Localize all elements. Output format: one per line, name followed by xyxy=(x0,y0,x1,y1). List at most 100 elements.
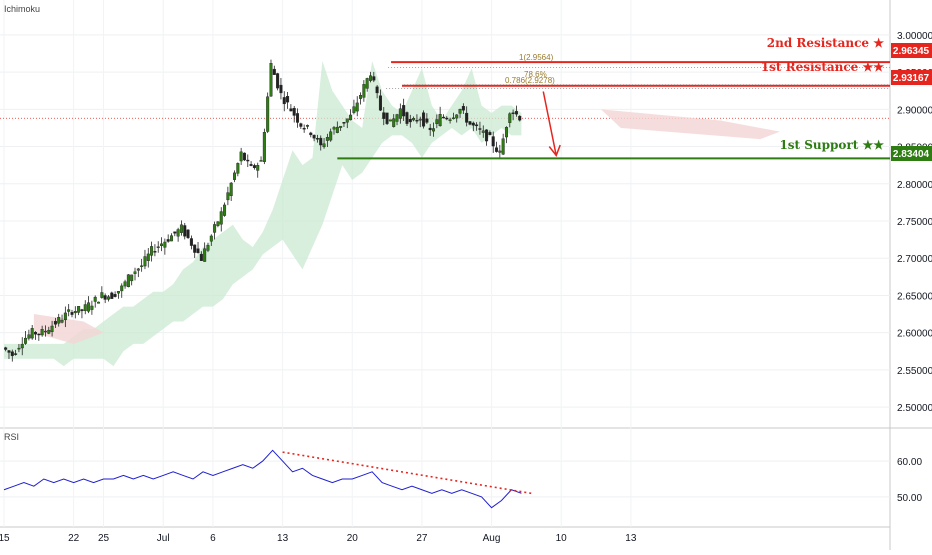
candle-body xyxy=(458,109,462,114)
candle-body xyxy=(47,329,51,334)
candle-body xyxy=(60,319,64,323)
candle-body xyxy=(166,239,170,242)
candle-body xyxy=(229,182,233,196)
x-tick-label: 22 xyxy=(68,533,80,544)
candle-body xyxy=(206,245,210,251)
candle-body xyxy=(282,97,286,105)
projection-arrow-head xyxy=(548,144,561,157)
rsi-pane xyxy=(3,449,532,509)
candle-body xyxy=(395,114,399,122)
candle-body xyxy=(461,106,465,111)
candle-body xyxy=(299,123,303,127)
candle-body xyxy=(498,150,502,153)
candle-body xyxy=(272,68,276,75)
s1-price-text: 2.83404 xyxy=(893,149,930,160)
candle-body xyxy=(415,119,419,122)
candle-body xyxy=(262,132,266,162)
candle-body xyxy=(378,95,382,111)
candle-body xyxy=(70,312,74,315)
candle-body xyxy=(279,84,283,94)
candle-body xyxy=(163,241,167,248)
candle-body xyxy=(169,235,173,242)
candle-body xyxy=(286,96,290,103)
candle-body xyxy=(83,304,87,311)
candle-body xyxy=(30,328,34,339)
candle-body xyxy=(100,292,104,298)
candle-body xyxy=(375,86,379,94)
candle-body xyxy=(123,281,127,287)
r2-price-box xyxy=(891,43,932,58)
candle-body xyxy=(110,292,114,299)
candle-body xyxy=(226,192,230,201)
candle-body xyxy=(236,163,240,174)
x-tick-label: 27 xyxy=(416,533,428,544)
candle-body xyxy=(199,253,203,261)
y-tick-label: 2.70000 xyxy=(897,254,932,265)
candle-body xyxy=(428,127,432,131)
x-tick-label: Jul xyxy=(157,533,170,544)
y-tick-label: 2.50000 xyxy=(897,403,932,414)
candle-body xyxy=(57,317,61,324)
r2-label: 2nd Resistance ★ xyxy=(767,36,884,50)
y-tick-label: 2.75000 xyxy=(897,217,932,228)
time-axis[interactable]: 15 22 25 Jul 6 13 20 27 Aug 10 13 xyxy=(0,533,637,544)
candle-body xyxy=(335,126,339,133)
rsi-trendline xyxy=(282,451,532,495)
candle-body xyxy=(481,130,485,133)
candle-body xyxy=(14,353,18,355)
candle-body xyxy=(372,76,376,81)
candle-body xyxy=(34,332,38,335)
candle-body xyxy=(392,118,396,127)
candle-body xyxy=(289,108,293,112)
candle-body xyxy=(90,305,94,310)
candle-body xyxy=(422,112,426,127)
candle-body xyxy=(196,248,200,253)
candle-body xyxy=(359,95,363,99)
s1-price-box xyxy=(891,146,932,161)
fib-pct-label: 78.6% xyxy=(524,70,547,79)
candle-body xyxy=(451,117,455,120)
candle-body xyxy=(302,127,306,130)
candle-body xyxy=(312,134,316,139)
candle-body xyxy=(425,118,429,123)
candle-body xyxy=(269,63,273,97)
candle-body xyxy=(209,235,213,242)
candle-body xyxy=(160,243,164,246)
candle-body xyxy=(276,73,280,89)
y-tick-label: 2.90000 xyxy=(897,105,932,116)
candle-body xyxy=(465,112,469,123)
candle-body xyxy=(319,137,323,146)
candle-body xyxy=(130,274,134,282)
price-axis[interactable]: 3.000002.950002.900002.850002.800002.750… xyxy=(897,31,932,504)
candle-body xyxy=(93,296,97,302)
candle-body xyxy=(17,347,21,350)
candle-body xyxy=(266,96,270,132)
candle-body xyxy=(305,125,309,127)
x-tick-label: 13 xyxy=(277,533,289,544)
r2-price-text: 2.96345 xyxy=(893,46,930,57)
candle-body xyxy=(146,253,150,261)
candle-body xyxy=(136,268,140,271)
rsi-indicator-name: RSI xyxy=(4,432,19,442)
candle-body xyxy=(77,306,81,313)
candle-body xyxy=(50,325,54,332)
y-tick-label: 2.80000 xyxy=(897,180,932,191)
candle-body xyxy=(352,106,356,113)
candle-body xyxy=(342,122,346,124)
candle-body xyxy=(87,302,91,312)
candle-body xyxy=(239,151,243,162)
rsi-line xyxy=(3,449,522,509)
candle-body xyxy=(508,113,512,123)
x-tick-label: 15 xyxy=(0,533,10,544)
candle-body xyxy=(402,105,406,117)
candle-body xyxy=(478,128,482,130)
candle-body xyxy=(183,225,187,237)
fib-top-label: 1(2.9564) xyxy=(519,53,554,62)
candle-body xyxy=(501,138,505,155)
candle-body xyxy=(296,113,300,123)
candle-body xyxy=(173,231,177,234)
candle-body xyxy=(471,122,475,126)
candle-body xyxy=(355,102,359,112)
